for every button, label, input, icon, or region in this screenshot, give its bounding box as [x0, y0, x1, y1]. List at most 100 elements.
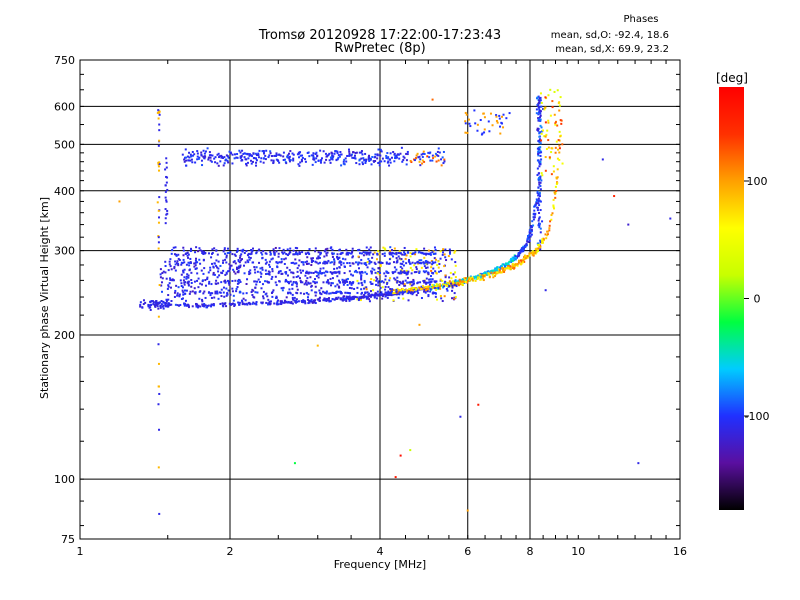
data-point: [231, 279, 234, 282]
data-point: [390, 292, 393, 295]
data-point: [165, 161, 168, 164]
data-point: [541, 129, 544, 132]
data-point: [356, 279, 359, 282]
data-point: [532, 213, 535, 216]
data-point: [539, 96, 542, 99]
data-point: [244, 261, 247, 264]
data-point: [423, 252, 426, 255]
data-point: [182, 291, 185, 294]
data-point: [372, 253, 375, 256]
data-point: [466, 281, 469, 284]
data-point: [333, 263, 336, 266]
data-point: [295, 299, 298, 302]
data-point: [337, 290, 340, 293]
data-point: [314, 291, 317, 294]
data-point: [507, 264, 510, 267]
data-point: [406, 276, 409, 279]
data-point: [440, 297, 443, 300]
data-point: [434, 292, 437, 295]
data-point: [180, 273, 183, 276]
data-point: [417, 281, 420, 284]
data-point: [186, 273, 189, 276]
data-point: [142, 299, 145, 302]
data-point: [502, 113, 505, 116]
data-point: [336, 152, 339, 155]
data-point: [543, 135, 546, 138]
data-point: [267, 156, 270, 159]
data-point: [198, 258, 201, 261]
data-point: [272, 162, 275, 165]
data-point: [222, 164, 225, 167]
data-point: [432, 292, 435, 295]
data-point: [481, 274, 484, 277]
data-point: [360, 271, 363, 274]
data-point: [288, 251, 291, 254]
data-point: [371, 256, 374, 259]
data-point: [477, 403, 480, 406]
data-point: [539, 241, 542, 244]
data-point: [415, 294, 418, 297]
data-point: [193, 280, 196, 283]
data-point: [327, 299, 330, 302]
data-point: [170, 299, 173, 302]
data-point: [423, 262, 426, 265]
data-point: [235, 287, 238, 290]
data-point: [358, 271, 361, 274]
data-point: [189, 262, 192, 265]
data-point: [469, 275, 472, 278]
data-point: [161, 272, 164, 275]
data-point: [541, 241, 544, 244]
data-point: [217, 260, 220, 263]
data-point: [201, 303, 204, 306]
data-point: [555, 140, 558, 143]
data-point: [384, 275, 387, 278]
data-point: [355, 151, 358, 154]
data-point: [492, 276, 495, 279]
data-point: [360, 252, 363, 255]
data-point: [459, 281, 462, 284]
data-point: [453, 292, 456, 295]
data-point: [370, 272, 373, 275]
data-point: [511, 260, 514, 263]
data-point: [403, 283, 406, 286]
data-point: [363, 294, 366, 297]
data-point: [557, 148, 560, 151]
data-point: [554, 120, 557, 123]
data-point: [558, 104, 561, 107]
data-point: [201, 250, 204, 253]
data-point: [601, 158, 604, 161]
data-point: [299, 281, 302, 284]
data-point: [457, 281, 460, 284]
data-point: [208, 151, 211, 154]
data-point: [414, 286, 417, 289]
data-point: [296, 300, 299, 303]
data-point: [403, 246, 406, 249]
data-point: [158, 196, 161, 199]
data-point: [314, 247, 317, 250]
data-point: [290, 261, 293, 264]
data-point: [339, 291, 342, 294]
data-point: [348, 281, 351, 284]
data-point: [385, 261, 388, 264]
data-point: [360, 258, 363, 261]
data-point: [468, 276, 471, 279]
data-point: [556, 124, 559, 127]
data-point: [423, 152, 426, 155]
data-point: [358, 296, 361, 299]
data-point: [261, 253, 264, 256]
data-point: [377, 280, 380, 283]
data-point: [339, 150, 342, 153]
data-point: [183, 283, 186, 286]
data-point: [307, 293, 310, 296]
data-point: [276, 262, 279, 265]
data-point: [220, 295, 223, 298]
y-tick-label: 600: [54, 100, 75, 113]
data-point: [218, 274, 221, 277]
data-point: [514, 263, 517, 266]
data-point: [552, 170, 555, 173]
data-point: [379, 265, 382, 268]
data-point: [323, 297, 326, 300]
data-point: [415, 266, 418, 269]
data-point: [431, 251, 434, 254]
data-point: [292, 276, 295, 279]
